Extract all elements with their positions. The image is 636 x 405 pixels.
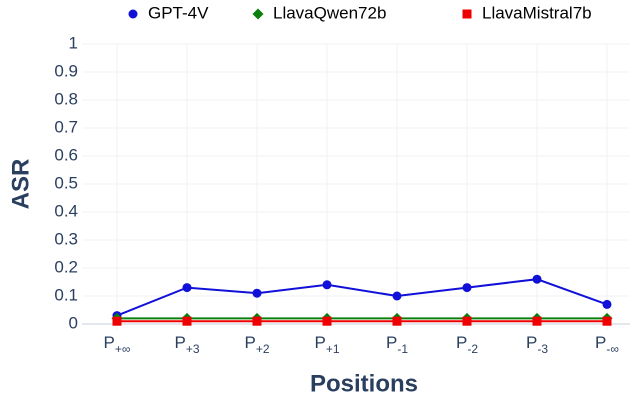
y-tick-label: 0.9 — [54, 61, 78, 80]
data-point — [532, 316, 542, 326]
data-point — [182, 316, 192, 326]
legend-label: LlavaMistral7b — [482, 3, 592, 22]
x-tick-label: P+∞ — [104, 333, 131, 356]
y-tick-label: 0.4 — [54, 201, 78, 220]
data-point — [112, 316, 122, 326]
x-tick-label: P+2 — [244, 333, 269, 356]
y-tick-label: 0.2 — [54, 257, 78, 276]
y-tick-label: 0.8 — [54, 89, 78, 108]
data-point — [392, 291, 402, 301]
x-axis-title: Positions — [310, 370, 418, 397]
x-tick-label: P-∞ — [595, 333, 619, 356]
data-point — [602, 299, 612, 309]
legend-label: LlavaQwen72b — [273, 3, 386, 22]
x-tick-label: P-1 — [386, 333, 408, 356]
data-point — [462, 316, 472, 326]
x-tick-label: P-2 — [456, 333, 478, 356]
y-tick-label: 0.6 — [54, 145, 78, 164]
y-axis-title: ASR — [7, 159, 34, 210]
data-point — [602, 316, 612, 326]
data-point — [392, 316, 402, 326]
data-point — [462, 283, 472, 293]
data-point — [252, 288, 262, 298]
data-point — [322, 316, 332, 326]
y-tick-label: 0.1 — [54, 285, 78, 304]
y-tick-label: 0.5 — [54, 173, 78, 192]
legend-marker — [128, 9, 138, 19]
data-point — [532, 274, 542, 284]
x-tick-label: P+3 — [174, 333, 199, 356]
legend-label: GPT-4V — [148, 3, 209, 22]
x-tick-label: P+1 — [314, 333, 339, 356]
x-tick-label: P-3 — [526, 333, 548, 356]
legend-marker — [252, 8, 264, 20]
y-tick-label: 1 — [69, 33, 78, 52]
data-point — [252, 316, 262, 326]
y-tick-label: 0.7 — [54, 117, 78, 136]
series-line — [116, 278, 608, 317]
legend-marker — [462, 9, 472, 19]
y-tick-label: 0.3 — [54, 229, 78, 248]
y-tick-label: 0 — [69, 313, 78, 332]
data-point — [182, 283, 192, 293]
data-point — [322, 280, 332, 290]
